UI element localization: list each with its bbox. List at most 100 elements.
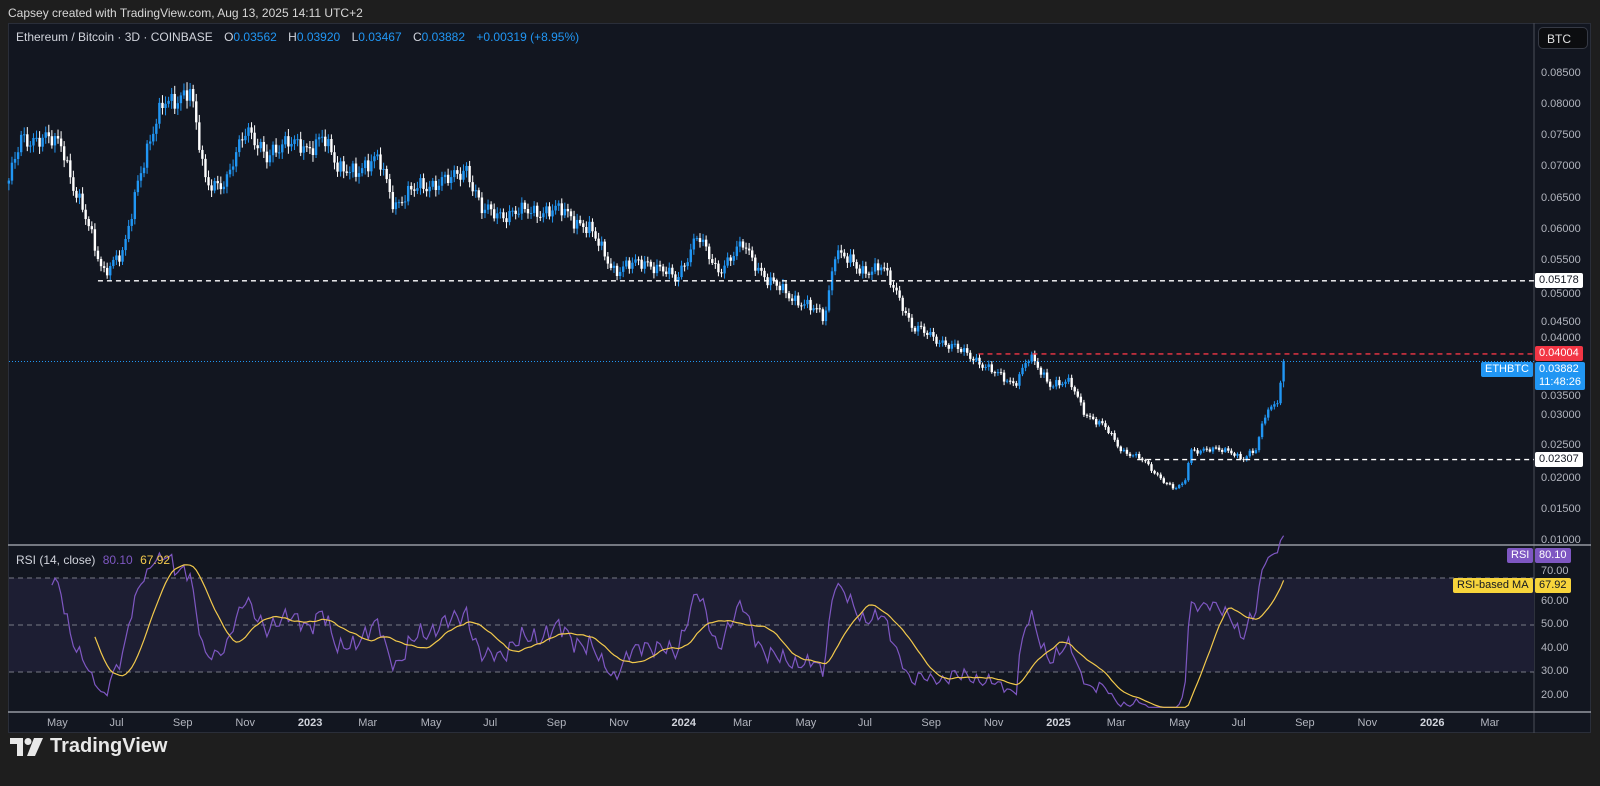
candle-body <box>1193 449 1196 451</box>
candle-body <box>852 254 855 263</box>
candle-body <box>10 162 14 181</box>
candle-body <box>683 265 686 267</box>
candle-body <box>843 252 846 257</box>
rsi-title[interactable]: RSI (14, close) <box>16 553 96 567</box>
candle-body <box>701 239 705 242</box>
candle-body <box>299 139 302 153</box>
candle-body <box>185 90 189 101</box>
candle-body <box>23 134 26 136</box>
candle-body <box>161 102 164 109</box>
rsi-tag-value: 80.10 <box>1535 548 1571 563</box>
currency-button[interactable]: BTC <box>1538 27 1588 49</box>
candle-body <box>1027 361 1030 364</box>
candle-body <box>428 186 431 192</box>
candle-body <box>1018 374 1021 386</box>
candle-body <box>1236 453 1239 456</box>
candle-body <box>317 137 321 140</box>
symbol-title[interactable]: Ethereum / Bitcoin · 3D · COINBASE <box>16 30 213 44</box>
candle-body <box>698 238 702 242</box>
candle-body <box>1088 415 1092 417</box>
symbol-tag: ETHBTC <box>1481 361 1533 377</box>
candle-body <box>923 326 926 333</box>
candle-body <box>1260 423 1264 438</box>
candle-body <box>594 231 597 239</box>
candle-body <box>959 349 963 352</box>
candle-body <box>987 364 990 367</box>
candle-body <box>1082 402 1086 415</box>
price-tick-label: 0.02500 <box>1541 438 1581 451</box>
candle-body <box>1052 386 1055 388</box>
candle-body <box>704 239 708 247</box>
candle-body <box>953 343 957 345</box>
candle-body <box>554 205 557 211</box>
candle-body <box>121 250 124 262</box>
candle-body <box>1174 488 1178 490</box>
candle-body <box>984 366 987 368</box>
candle-body <box>849 254 852 263</box>
candle-body <box>90 226 94 230</box>
high-value: 0.03920 <box>296 30 341 44</box>
candle-body <box>357 173 361 177</box>
candle-body <box>19 134 23 153</box>
candle-body <box>222 186 226 190</box>
candle-body <box>883 267 886 269</box>
tradingview-logo[interactable]: TradingView <box>10 735 167 758</box>
candle-body <box>127 225 130 239</box>
candle-body <box>1150 464 1153 471</box>
candle-body <box>238 139 241 153</box>
level-tag-0.02307: 0.02307 <box>1535 451 1583 467</box>
candle-body <box>1033 354 1036 362</box>
candle-body <box>1131 455 1135 457</box>
candle-body <box>671 267 674 275</box>
candle-body <box>591 221 594 232</box>
candle-body <box>480 197 484 214</box>
candle-body <box>686 262 689 267</box>
candle-body <box>747 248 751 251</box>
candle-body <box>219 183 223 190</box>
candle-body <box>735 246 739 257</box>
candle-body <box>105 267 109 276</box>
candle-body <box>508 210 511 223</box>
rsi-tag-label: RSI <box>1507 548 1534 563</box>
candle-body <box>932 332 935 337</box>
candle-body <box>827 290 831 311</box>
candle-body <box>333 152 336 163</box>
low-label: L <box>351 30 359 44</box>
time-tick-label: Nov <box>983 717 1004 729</box>
candle-body <box>1113 433 1116 440</box>
candle-body <box>431 180 434 187</box>
candle-body <box>981 364 984 368</box>
candle-body <box>96 250 100 260</box>
candle-body <box>938 342 941 344</box>
candle-body <box>867 273 871 275</box>
candle-body <box>956 343 960 350</box>
candle-body <box>1144 460 1147 462</box>
candle-body <box>228 169 232 175</box>
candle-body <box>210 185 213 191</box>
candle-body <box>689 249 692 263</box>
candle-body <box>615 265 619 276</box>
candle-body <box>1141 458 1144 461</box>
candle-body <box>569 211 573 217</box>
candle-body <box>1263 417 1267 424</box>
candle-body <box>29 145 32 147</box>
candle-body <box>1273 404 1276 407</box>
candle-body <box>975 357 978 361</box>
candle-body <box>492 209 496 219</box>
candle-body <box>1125 449 1129 454</box>
candle-body <box>1282 361 1285 382</box>
candle-body <box>1138 453 1141 459</box>
candle-body <box>895 287 898 291</box>
price-tick-label: 0.02000 <box>1541 471 1581 484</box>
candle-body <box>833 259 837 272</box>
candle-body <box>732 256 735 261</box>
candle-body <box>262 141 266 152</box>
candle-body <box>1073 387 1076 392</box>
candle-body <box>142 167 146 174</box>
candle-body <box>855 262 858 269</box>
candle-body <box>250 127 253 133</box>
candle-body <box>471 182 474 192</box>
candle-body <box>155 123 158 134</box>
candle-body <box>434 180 438 191</box>
